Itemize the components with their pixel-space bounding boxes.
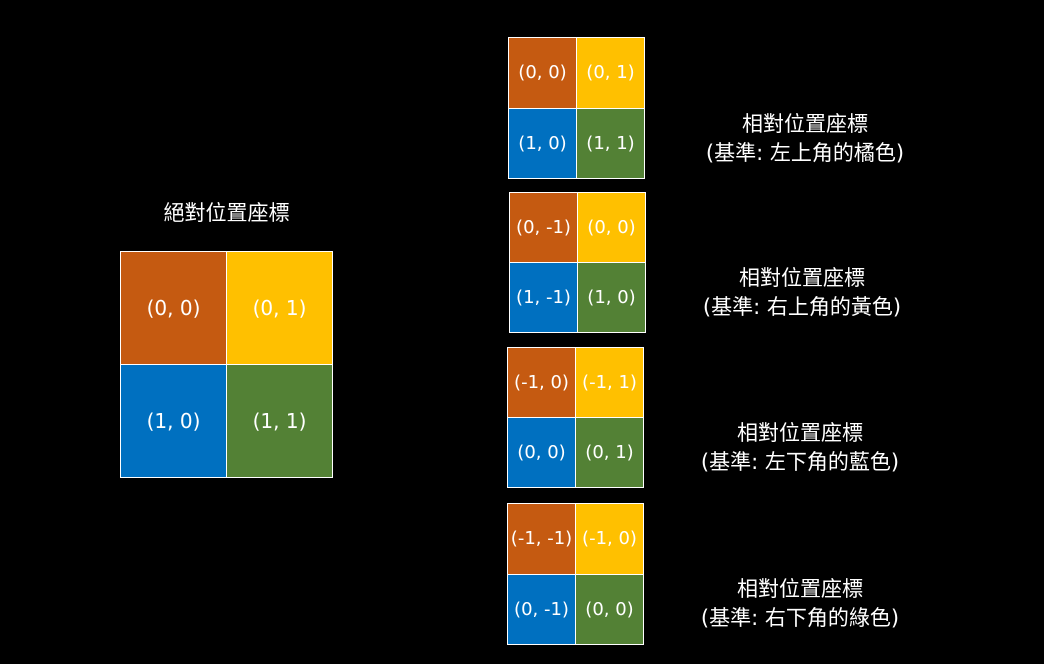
relative3-title: 相對位置座標	[737, 421, 863, 445]
relative-label-green-origin: 相對位置座標 (基準: 右下角的綠色)	[675, 575, 925, 633]
relative3-cell-orange: (-1, 0)	[508, 348, 575, 417]
absolute-cell-orange: (0, 0)	[121, 252, 226, 364]
relative-grid-yellow-origin: (0, -1) (0, 0) (1, -1) (1, 0)	[509, 192, 646, 333]
relative-grid-orange-origin: (0, 0) (0, 1) (1, 0) (1, 1)	[508, 37, 645, 179]
relative4-cell-blue: (0, -1)	[508, 574, 575, 644]
relative4-cell-yellow: (-1, 0)	[576, 504, 643, 574]
relative2-subtitle: (基準: 右上角的黃色)	[702, 295, 902, 319]
relative4-subtitle: (基準: 右下角的綠色)	[700, 606, 900, 630]
relative2-cell-orange: (0, -1)	[510, 193, 577, 262]
relative1-cell-green: (1, 1)	[577, 108, 644, 178]
relative2-cell-blue: (1, -1)	[510, 263, 577, 332]
relative4-cell-orange: (-1, -1)	[508, 504, 575, 574]
relative1-cell-yellow: (0, 1)	[577, 38, 644, 108]
relative3-cell-green: (0, 1)	[576, 418, 643, 487]
absolute-title-text: 絕對位置座標	[163, 201, 290, 225]
relative2-cell-green: (1, 0)	[578, 263, 645, 332]
relative1-subtitle: (基準: 左上角的橘色)	[705, 141, 905, 165]
relative-label-yellow-origin: 相對位置座標 (基準: 右上角的黃色)	[677, 264, 927, 322]
relative3-cell-yellow: (-1, 1)	[576, 348, 643, 417]
relative-label-blue-origin: 相對位置座標 (基準: 左下角的藍色)	[675, 419, 925, 477]
relative-grid-blue-origin: (-1, 0) (-1, 1) (0, 0) (0, 1)	[507, 347, 644, 488]
relative2-title: 相對位置座標	[739, 266, 865, 290]
relative3-subtitle: (基準: 左下角的藍色)	[700, 450, 900, 474]
absolute-cell-yellow: (0, 1)	[227, 252, 332, 364]
relative2-cell-yellow: (0, 0)	[578, 193, 645, 262]
absolute-title: 絕對位置座標	[120, 199, 333, 228]
relative1-title: 相對位置座標	[742, 112, 868, 136]
absolute-cell-blue: (1, 0)	[121, 365, 226, 477]
relative1-cell-orange: (0, 0)	[509, 38, 576, 108]
relative-grid-green-origin: (-1, -1) (-1, 0) (0, -1) (0, 0)	[507, 503, 644, 645]
relative3-cell-blue: (0, 0)	[508, 418, 575, 487]
relative1-cell-blue: (1, 0)	[509, 108, 576, 178]
relative-label-orange-origin: 相對位置座標 (基準: 左上角的橘色)	[680, 110, 930, 168]
relative4-cell-green: (0, 0)	[576, 574, 643, 644]
relative4-title: 相對位置座標	[737, 577, 863, 601]
absolute-cell-green: (1, 1)	[227, 365, 332, 477]
absolute-grid: (0, 0) (0, 1) (1, 0) (1, 1)	[120, 251, 333, 478]
